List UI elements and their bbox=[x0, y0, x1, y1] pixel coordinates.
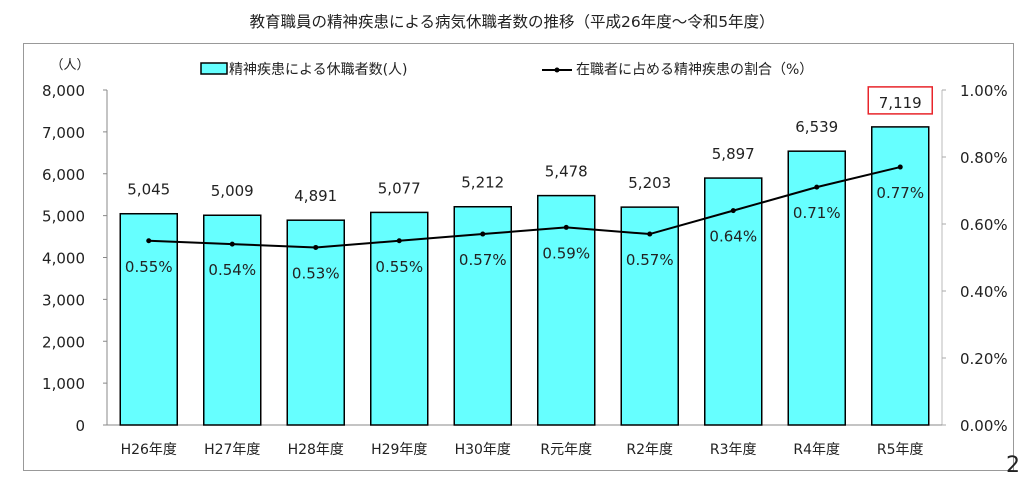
y-tick-label: 4,000 bbox=[42, 250, 85, 268]
y-tick-label: 7,000 bbox=[42, 124, 85, 142]
page-number: 2 bbox=[1006, 453, 1020, 478]
legend: 精神疾患による休職者数(人) 在職者に占める精神疾患の割合（%） bbox=[200, 61, 813, 78]
bar-value-label: 7,119 bbox=[879, 94, 922, 112]
line-value-label: 0.77% bbox=[876, 184, 924, 202]
y-tick-label: 6,000 bbox=[42, 166, 85, 184]
x-tick-label: H30年度 bbox=[455, 442, 511, 458]
bar-value-label: 5,077 bbox=[378, 179, 421, 197]
y-tick-label: 8,000 bbox=[42, 82, 85, 100]
bar-value-label: 5,212 bbox=[461, 174, 504, 192]
line-point bbox=[480, 231, 486, 237]
line-point bbox=[647, 231, 653, 237]
bar-value-label: 5,045 bbox=[127, 181, 170, 199]
bar-value-label: 5,897 bbox=[712, 145, 755, 163]
bar bbox=[620, 206, 679, 426]
x-tick-label: R4年度 bbox=[793, 442, 840, 458]
line-value-label: 0.54% bbox=[208, 261, 256, 279]
bar-value-label: 5,478 bbox=[545, 163, 588, 181]
line-value-label: 0.57% bbox=[459, 251, 507, 269]
y2-tick-label: 0.80% bbox=[960, 149, 1008, 167]
line-value-label: 0.55% bbox=[125, 258, 173, 276]
x-tick-label: R元年度 bbox=[540, 442, 592, 458]
line-point bbox=[396, 238, 402, 244]
y2-tick-label: 0.00% bbox=[960, 417, 1008, 435]
bar bbox=[871, 126, 930, 426]
bar bbox=[286, 219, 345, 426]
y2-tick-label: 1.00% bbox=[960, 82, 1008, 100]
line-value-label: 0.53% bbox=[292, 264, 340, 282]
bar bbox=[787, 150, 846, 426]
y-tick-label: 3,000 bbox=[42, 291, 85, 309]
bar bbox=[119, 212, 178, 426]
line-value-label: 0.55% bbox=[375, 258, 423, 276]
x-tick-label: H26年度 bbox=[121, 442, 177, 458]
y-tick-label: 1,000 bbox=[42, 375, 85, 393]
x-tick-label: R3年度 bbox=[710, 442, 757, 458]
bar bbox=[453, 205, 512, 426]
line-value-label: 0.59% bbox=[542, 244, 590, 262]
bar bbox=[704, 177, 763, 426]
bar-value-label: 6,539 bbox=[795, 118, 838, 136]
chart-frame bbox=[23, 43, 1014, 471]
x-tick-label: H27年度 bbox=[204, 442, 260, 458]
highlight-box bbox=[867, 86, 933, 115]
x-tick-label: H28年度 bbox=[288, 442, 344, 458]
line-point bbox=[730, 208, 736, 214]
line-point bbox=[814, 184, 820, 190]
y2-tick-label: 0.40% bbox=[960, 283, 1008, 301]
y2-tick-label: 0.60% bbox=[960, 216, 1008, 234]
bar bbox=[370, 211, 429, 426]
chart-title: 教育職員の精神疾患による病気休職者数の推移（平成26年度～令和5年度） bbox=[249, 13, 775, 31]
line-value-label: 0.71% bbox=[793, 204, 841, 222]
ratio-line bbox=[148, 166, 901, 249]
legend-line-label: 在職者に占める精神疾患の割合（%） bbox=[576, 61, 813, 78]
y-axis-label: （人） bbox=[50, 58, 89, 73]
x-tick-label: R5年度 bbox=[877, 442, 924, 458]
line-value-label: 0.57% bbox=[626, 251, 674, 269]
y2-tick-label: 0.20% bbox=[960, 350, 1008, 368]
bar bbox=[203, 214, 262, 426]
bar-value-label: 4,891 bbox=[294, 187, 337, 205]
line-point bbox=[146, 238, 152, 244]
y-tick-label: 2,000 bbox=[42, 333, 85, 351]
bar-value-label: 5,203 bbox=[628, 174, 671, 192]
y-tick-label: 0 bbox=[75, 417, 85, 435]
legend-line-marker bbox=[554, 67, 560, 73]
y-tick-label: 5,000 bbox=[42, 208, 85, 226]
line-value-label: 0.64% bbox=[709, 228, 757, 246]
line-point bbox=[229, 241, 235, 247]
line-point bbox=[897, 164, 903, 170]
x-tick-label: H29年度 bbox=[371, 442, 427, 458]
line-point bbox=[563, 224, 569, 230]
bar bbox=[537, 194, 596, 426]
legend-bar-label: 精神疾患による休職者数(人) bbox=[229, 62, 408, 78]
bar-value-label: 5,009 bbox=[211, 182, 254, 200]
x-tick-label: R2年度 bbox=[626, 442, 673, 458]
line-point bbox=[313, 244, 319, 250]
legend-bar-swatch bbox=[200, 62, 228, 75]
